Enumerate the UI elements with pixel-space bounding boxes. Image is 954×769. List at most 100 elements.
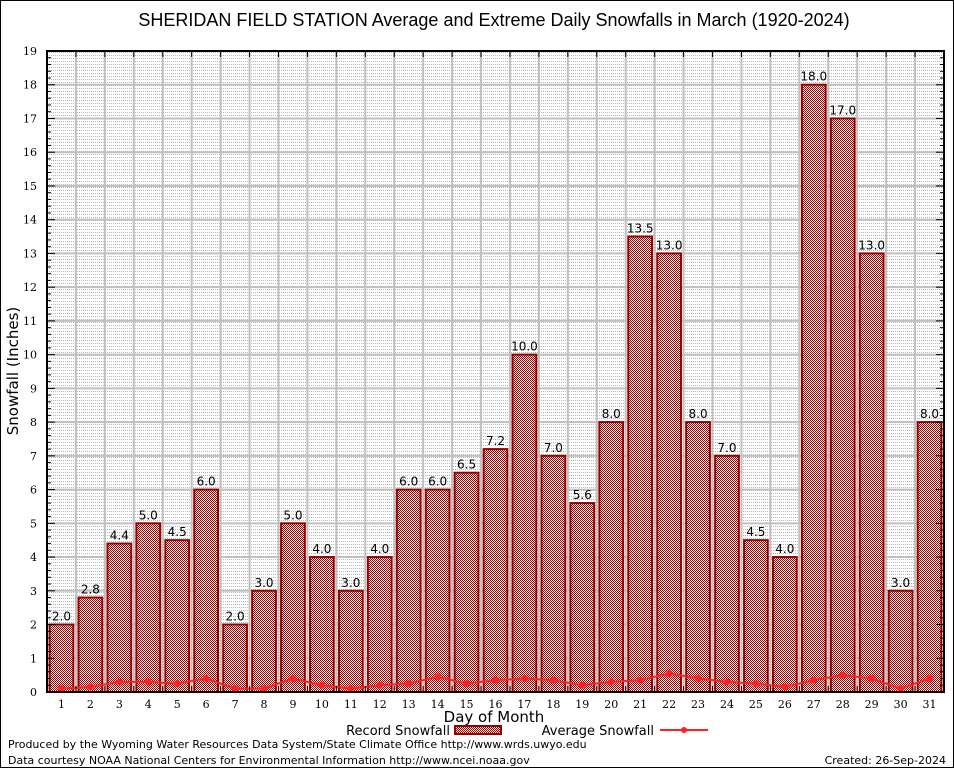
bar-record-day-4: [135, 522, 162, 693]
legend-label-average: Average Snowfall: [542, 724, 654, 739]
bar-record-day-26: [771, 556, 798, 693]
y-tick-label: 16: [23, 146, 37, 159]
bar-record-day-19: [569, 502, 596, 693]
axes: [46, 50, 945, 693]
data-label-day-3: 4.4: [110, 529, 129, 543]
data-label-day-12: 4.0: [370, 542, 389, 556]
x-tick-label: 20: [604, 698, 618, 711]
data-label-day-10: 4.0: [312, 542, 331, 556]
average-point-day-2: [86, 683, 94, 691]
data-label-day-8: 3.0: [254, 576, 273, 590]
x-tick-label: 10: [315, 698, 329, 711]
average-point-day-3: [115, 678, 123, 686]
average-point-day-17: [520, 675, 528, 683]
x-tick-label: 14: [431, 698, 445, 711]
bar-series: [48, 83, 943, 694]
x-tick-label: 9: [289, 698, 296, 711]
average-point-day-27: [810, 676, 818, 684]
x-tick-label: 29: [865, 698, 879, 711]
data-label-day-13: 6.0: [399, 475, 418, 489]
x-tick-label: 17: [517, 698, 531, 711]
bar-record-day-3: [106, 542, 133, 694]
average-point-day-14: [434, 673, 442, 681]
y-tick-label: 13: [23, 247, 37, 260]
y-tick-label: 6: [30, 484, 37, 497]
data-label-day-18: 7.0: [544, 441, 563, 455]
y-tick-label: 11: [23, 315, 37, 328]
x-tick-label: 4: [145, 698, 152, 711]
x-tick-label: 24: [720, 698, 734, 711]
x-tick-label: 16: [489, 698, 503, 711]
bar-record-day-24: [714, 454, 740, 693]
average-point-day-10: [318, 681, 326, 689]
bar-record-day-22: [656, 252, 682, 693]
average-point-day-11: [347, 685, 355, 693]
average-point-day-9: [289, 675, 297, 683]
data-label-day-16: 7.2: [486, 434, 505, 448]
legend-label-record: Record Snowfall: [346, 724, 450, 739]
bar-record-day-8: [251, 589, 277, 694]
average-point-day-20: [607, 678, 615, 686]
plot-border: [46, 50, 945, 693]
x-tick-label: 11: [344, 698, 358, 711]
bar-record-day-20: [598, 421, 625, 693]
bar-record-day-14: [424, 488, 451, 693]
data-label-day-22: 13.0: [656, 238, 683, 252]
chart-title: SHERIDAN FIELD STATION Average and Extre…: [138, 10, 849, 30]
x-axis-label: Day of Month: [444, 708, 545, 726]
x-tick-label: 5: [174, 698, 181, 711]
average-point-day-16: [492, 676, 499, 684]
data-label-day-9: 5.0: [283, 508, 302, 522]
average-point-day-26: [781, 683, 789, 691]
average-point-day-25: [752, 680, 760, 688]
x-tick-label: 12: [373, 698, 387, 711]
x-tick-label: 13: [402, 698, 416, 711]
y-tick-label: 19: [23, 45, 37, 58]
x-tick-label: 8: [261, 698, 268, 711]
average-point-day-13: [405, 680, 413, 688]
average-point-day-24: [723, 678, 731, 686]
bar-record-day-9: [280, 522, 306, 693]
x-tick-label: 3: [116, 698, 123, 711]
data-label-day-1: 2.0: [52, 610, 71, 624]
data-label-day-2: 2.8: [81, 583, 100, 597]
data-label-day-28: 17.0: [829, 103, 856, 117]
x-tick-label: 2: [87, 698, 94, 711]
bar-record-day-2: [77, 596, 104, 694]
data-label-day-30: 3.0: [891, 576, 910, 590]
y-tick-label: 18: [23, 79, 37, 92]
bar-record-day-5: [164, 539, 191, 693]
bar-record-day-12: [366, 556, 393, 693]
data-label-day-4: 5.0: [139, 508, 158, 522]
average-point-day-31: [926, 675, 934, 683]
average-point-day-19: [578, 681, 586, 689]
bar-record-day-7: [222, 623, 248, 693]
legend-swatch-record: [454, 725, 502, 735]
data-label-day-5: 4.5: [168, 525, 187, 539]
y-tick-label: 0: [30, 686, 37, 699]
y-tick-label: 7: [30, 450, 37, 463]
x-tick-label: 15: [460, 698, 474, 711]
legend: Record Snowfall Average Snowfall: [346, 724, 708, 739]
y-tick-label: 15: [23, 180, 37, 193]
data-label-day-26: 4.0: [775, 542, 794, 556]
y-tick-label: 14: [23, 214, 37, 227]
x-tick-label: 31: [923, 698, 937, 711]
y-tick-label: 1: [30, 652, 37, 665]
average-point-day-28: [839, 671, 847, 679]
average-point-day-22: [665, 669, 673, 677]
bar-record-day-17: [511, 353, 538, 693]
x-tick-label: 27: [807, 698, 821, 711]
x-tick-label: 22: [662, 698, 676, 711]
y-tick-label: 8: [30, 416, 37, 429]
x-tick-labels: 1 2 3 4 5 6 7 8 9 10 11 12 13 14 15 16 17 18 19 20 21 22 23 24 2…: [58, 698, 937, 711]
x-tick-label: 7: [232, 698, 239, 711]
data-label-day-17: 10.0: [511, 340, 538, 354]
average-point-day-4: [144, 678, 152, 686]
x-tick-label: 19: [575, 698, 589, 711]
average-point-day-15: [463, 680, 471, 688]
x-tick-label: 21: [633, 698, 647, 711]
